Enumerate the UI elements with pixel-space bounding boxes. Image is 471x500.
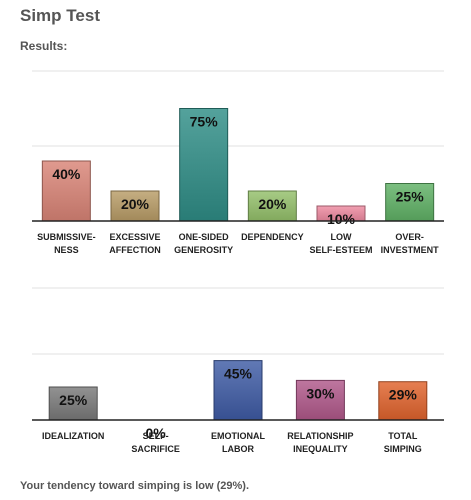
category-label: TOTAL [388, 431, 418, 441]
category-label: EXCESSIVE [109, 232, 160, 242]
category-label: NESS [54, 245, 79, 255]
category-label: EMOTIONAL [211, 431, 265, 441]
bar-value-label: 0% [145, 425, 166, 441]
bar-value-label: 10% [327, 211, 356, 227]
bar [48, 386, 98, 421]
category-label: IDEALIZATION [42, 431, 104, 441]
category-label: LABOR [222, 444, 254, 454]
category-label: ONE-SIDED [179, 232, 230, 242]
category-label: LOW [331, 232, 352, 242]
category-label: INVESTMENT [381, 245, 440, 255]
bar-value-label: 25% [59, 392, 88, 408]
category-label: INEQUALITY [293, 444, 348, 454]
page-title: Simp Test [20, 6, 100, 25]
bar [385, 183, 435, 222]
bar [295, 379, 345, 421]
bar [213, 360, 263, 421]
bar-value-label: 29% [389, 387, 418, 403]
bar [41, 160, 91, 222]
category-label: DEPENDENCY [241, 232, 304, 242]
bar-value-label: 40% [52, 166, 81, 182]
category-label: SELF-ESTEEM [309, 245, 372, 255]
bar-value-label: 75% [190, 114, 219, 130]
category-label: SELF- [143, 431, 169, 441]
category-label: SACRIFICE [131, 444, 180, 454]
bar-value-label: 30% [306, 385, 335, 401]
category-label: RELATIONSHIP [287, 431, 353, 441]
bar-value-label: 25% [396, 189, 425, 205]
result-summary: Your tendency toward simping is low (29%… [20, 480, 249, 492]
bar-value-label: 45% [224, 366, 253, 382]
category-label: GENEROSITY [174, 245, 233, 255]
category-label: SIMPING [384, 444, 422, 454]
bar [378, 381, 428, 421]
bar-value-label: 20% [121, 196, 150, 212]
category-label: OVER- [395, 232, 424, 242]
category-label: AFFECTION [109, 245, 161, 255]
bar-value-label: 20% [258, 196, 287, 212]
bar [179, 108, 229, 222]
category-label: SUBMISSIVE- [37, 232, 96, 242]
results-label: Results: [20, 39, 68, 53]
bar [247, 190, 297, 222]
